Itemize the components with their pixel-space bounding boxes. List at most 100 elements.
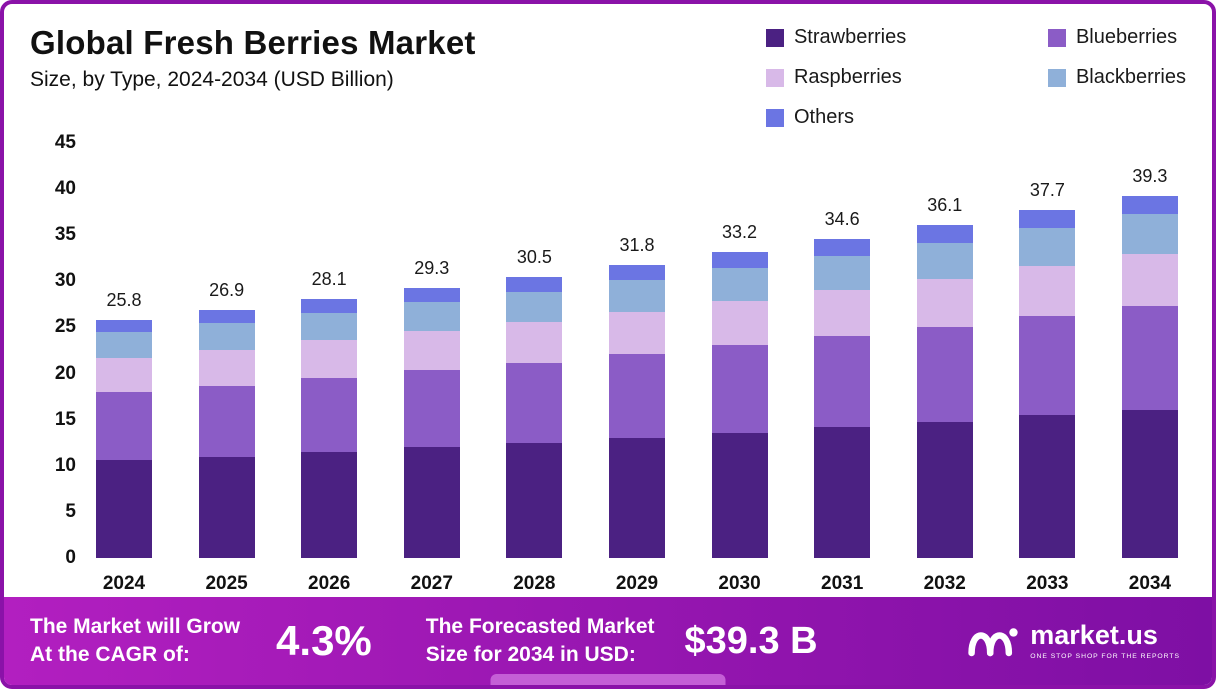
bar-segment-blackberries [301,312,358,341]
legend-item-strawberries: Strawberries [765,26,1034,49]
bar-stack [814,238,871,558]
legend-item-raspberries: Raspberries [765,66,1034,89]
bar-segment-raspberries [814,289,871,336]
bar-column: 25.8 [96,290,152,558]
bar-segment-strawberries [96,460,152,558]
bar-segment-blackberries [711,267,768,301]
brand-logo: market.us ONE STOP SHOP FOR THE REPORTS [966,619,1186,664]
bar-segment-blackberries [1121,214,1178,254]
market-us-logo-icon [966,619,1020,664]
y-axis-tick: 25 [54,316,76,338]
bar-segment-blueberries [608,354,665,439]
y-axis-tick: 45 [54,132,76,153]
bar-total-label: 31.8 [619,234,655,255]
bar-segment-blueberries [301,378,358,452]
bar-segment-others [301,298,358,313]
bar-segment-blueberries [506,362,563,443]
y-axis: 45 40 35 30 25 20 15 10 5 0 [30,132,88,568]
cagr-label: The Market will Grow At the CAGR of: [30,613,240,668]
x-axis-label: 2028 [513,573,556,594]
bar-column: 39.3 [1121,165,1178,558]
bar-total-label: 36.1 [927,195,963,216]
cagr-value: 4.3% [276,617,372,664]
legend-swatch-blueberries [1047,28,1066,47]
y-axis-tick: 35 [54,224,76,246]
bar-segment-blueberries [814,335,871,428]
bar-segment-others [1019,210,1076,228]
y-axis-tick: 5 [65,500,76,522]
cagr-label-line2: At the CAGR of: [30,643,190,666]
bar-segment-strawberries [301,451,358,558]
x-axis-label: 2033 [1026,573,1069,594]
bar-stack [608,264,665,558]
bar-total-label: 25.8 [106,290,142,311]
bar-segment-others [814,238,871,256]
legend-label: Raspberries [793,66,902,88]
bar-segment-blackberries [608,280,665,312]
bar-segment-blackberries [916,242,973,279]
bar-segment-others [916,225,973,243]
bar-segment-raspberries [608,311,665,355]
bar-segment-strawberries [1019,415,1076,558]
bar-total-label: 26.9 [209,279,245,300]
bar-segment-blueberries [1019,316,1076,416]
title-block: Global Fresh Berries Market Size, by Typ… [30,24,670,92]
bar-segment-others [1121,195,1178,215]
bar-total-label: 39.3 [1132,165,1168,186]
bar-segment-raspberries [1019,265,1076,317]
bar-segment-raspberries [1121,253,1178,307]
y-axis-tick: 30 [54,270,76,292]
x-axis-label: 2032 [923,573,966,594]
bar-total-label: 28.1 [311,268,347,289]
legend-item-others: Others [765,106,1034,129]
bar-segment-blueberries [1121,306,1178,410]
brand-tagline: ONE STOP SHOP FOR THE REPORTS [1030,653,1180,660]
stacked-bar-chart: 45 40 35 30 25 20 15 10 5 0 25.8 26.9 28.1 29.3 30.5 3… [30,132,1186,595]
bar-column: 34.6 [814,208,871,558]
bar-segment-others [96,320,152,333]
legend-swatch-blackberries [1047,68,1066,87]
chart-card: Global Fresh Berries Market Size, by Typ… [4,4,1212,597]
bar-stack [96,320,152,558]
legend-label: Strawberries [793,26,907,48]
forecast-label-line1: The Forecasted Market [425,615,655,639]
bar-total-label: 37.7 [1029,180,1065,201]
bar-segment-raspberries [711,300,768,345]
bar-segment-strawberries [711,432,768,558]
bar-stack [301,298,358,558]
y-axis-tick: 15 [54,408,76,430]
bar-segment-others [711,251,768,268]
forecast-label: The Forecasted Market Size for 2034 in U… [426,613,655,668]
bar-segment-blackberries [96,332,152,358]
bar-column: 31.8 [608,234,665,558]
y-axis-tick: 10 [54,454,76,476]
x-axis-label: 2026 [308,573,351,594]
bar-segment-blueberries [198,385,255,457]
bar-segment-raspberries [198,349,255,386]
x-axis-label: 2025 [205,573,248,594]
chart-header: Global Fresh Berries Market Size, by Typ… [30,24,1186,129]
forecast-label-line2: Size for 2034 in USD: [425,643,636,666]
x-axis-label: 2031 [821,573,864,594]
bar-stack [1019,210,1076,558]
legend-label: Blueberries [1075,26,1178,48]
bar-column: 36.1 [916,195,973,558]
bar-total-label: 30.5 [516,246,552,267]
bar-total-label: 34.6 [824,208,860,229]
page-subtitle: Size, by Type, 2024-2034 (USD Billion) [30,68,394,91]
bar-segment-strawberries [608,438,665,558]
bar-segment-strawberries [506,442,563,558]
bar-column: 37.7 [1019,180,1076,558]
bar-column: 30.5 [506,246,563,558]
x-axis-label: 2034 [1128,573,1172,594]
bar-stack [506,276,563,558]
plot: 25.8 26.9 28.1 29.3 30.5 31.8 33.2 34.6 36.1 37.7… [88,143,1186,558]
legend-label: Blackberries [1075,66,1186,88]
bar-segment-strawberries [1121,409,1178,558]
y-axis-tick: 0 [65,547,76,568]
forecast-value: $39.3 B [684,619,818,662]
bar-segment-strawberries [198,456,255,558]
bar-segment-blackberries [198,322,255,350]
bar-segment-others [403,287,460,302]
